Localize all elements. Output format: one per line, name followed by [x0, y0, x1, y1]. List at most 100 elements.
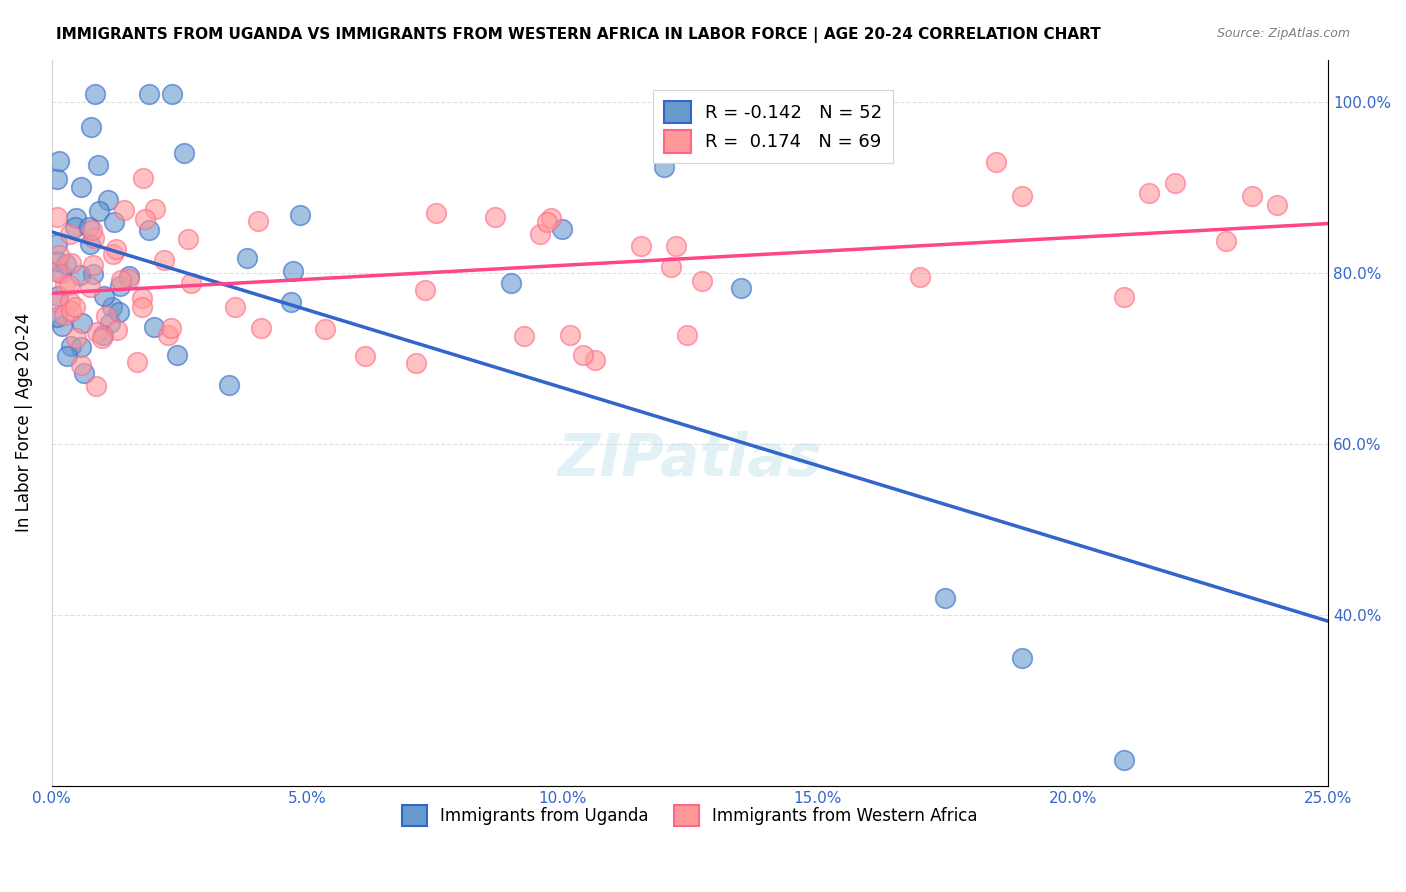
Legend: Immigrants from Uganda, Immigrants from Western Africa: Immigrants from Uganda, Immigrants from …	[392, 795, 988, 836]
Point	[690, 273, 713, 287]
Point	[157, 328, 180, 343]
Point	[87, 204, 110, 219]
Point	[51, 319, 73, 334]
Point	[45, 253, 67, 268]
Point	[70, 316, 93, 330]
Point	[84, 379, 107, 393]
Point	[45, 172, 67, 186]
Point	[86, 158, 108, 172]
Text: ZIPatlas: ZIPatlas	[558, 431, 823, 488]
Point	[103, 215, 125, 229]
Point	[558, 327, 581, 342]
Point	[118, 268, 141, 283]
Point	[45, 295, 67, 310]
Point	[101, 247, 124, 261]
Point	[908, 270, 931, 285]
Point	[153, 252, 176, 267]
Point	[1011, 189, 1033, 203]
Point	[53, 277, 76, 292]
Point	[131, 291, 153, 305]
Point	[235, 252, 257, 266]
Point	[314, 322, 336, 336]
Point	[91, 328, 114, 343]
Point	[134, 211, 156, 226]
Point	[70, 340, 93, 354]
Point	[55, 258, 77, 272]
Point	[45, 236, 67, 251]
Point	[986, 155, 1008, 169]
Point	[405, 356, 427, 370]
Point	[250, 320, 273, 334]
Point	[83, 87, 105, 101]
Point	[48, 154, 70, 169]
Point	[145, 202, 167, 216]
Point	[59, 294, 82, 309]
Point	[934, 591, 956, 605]
Point	[166, 348, 188, 362]
Point	[97, 193, 120, 207]
Text: Source: ZipAtlas.com: Source: ZipAtlas.com	[1216, 27, 1350, 40]
Point	[1112, 290, 1135, 304]
Point	[65, 211, 87, 225]
Point	[91, 330, 114, 344]
Point	[52, 308, 75, 322]
Point	[46, 289, 69, 303]
Point	[501, 277, 523, 291]
Point	[70, 359, 93, 373]
Point	[107, 305, 129, 319]
Point	[246, 214, 269, 228]
Point	[551, 222, 574, 236]
Point	[59, 339, 82, 353]
Point	[288, 208, 311, 222]
Point	[63, 220, 86, 235]
Point	[80, 120, 103, 134]
Point	[49, 266, 72, 280]
Point	[82, 258, 104, 272]
Point	[413, 283, 436, 297]
Y-axis label: In Labor Force | Age 20-24: In Labor Force | Age 20-24	[15, 313, 32, 533]
Point	[160, 87, 183, 101]
Point	[218, 377, 240, 392]
Point	[45, 265, 67, 279]
Point	[132, 171, 155, 186]
Point	[138, 222, 160, 236]
Point	[108, 278, 131, 293]
Point	[529, 227, 551, 242]
Point	[354, 350, 377, 364]
Point	[63, 300, 86, 314]
Point	[82, 267, 104, 281]
Point	[83, 231, 105, 245]
Point	[572, 348, 595, 362]
Point	[107, 323, 129, 337]
Point	[177, 232, 200, 246]
Point	[425, 206, 447, 220]
Point	[131, 300, 153, 314]
Point	[280, 294, 302, 309]
Point	[138, 87, 160, 101]
Point	[513, 329, 536, 343]
Point	[60, 256, 83, 270]
Point	[93, 289, 115, 303]
Point	[94, 310, 117, 324]
Point	[583, 353, 606, 368]
Point	[101, 301, 124, 315]
Point	[654, 160, 676, 174]
Point	[1139, 186, 1161, 200]
Point	[676, 327, 699, 342]
Point	[56, 349, 79, 363]
Point	[110, 273, 132, 287]
Point	[1164, 176, 1187, 190]
Point	[98, 317, 121, 331]
Point	[59, 227, 82, 241]
Point	[1112, 753, 1135, 767]
Point	[45, 210, 67, 224]
Point	[730, 281, 752, 295]
Point	[484, 211, 506, 225]
Point	[59, 304, 82, 318]
Point	[160, 321, 183, 335]
Point	[180, 276, 202, 290]
Point	[118, 271, 141, 285]
Point	[1215, 235, 1237, 249]
Point	[79, 236, 101, 251]
Point	[58, 278, 80, 293]
